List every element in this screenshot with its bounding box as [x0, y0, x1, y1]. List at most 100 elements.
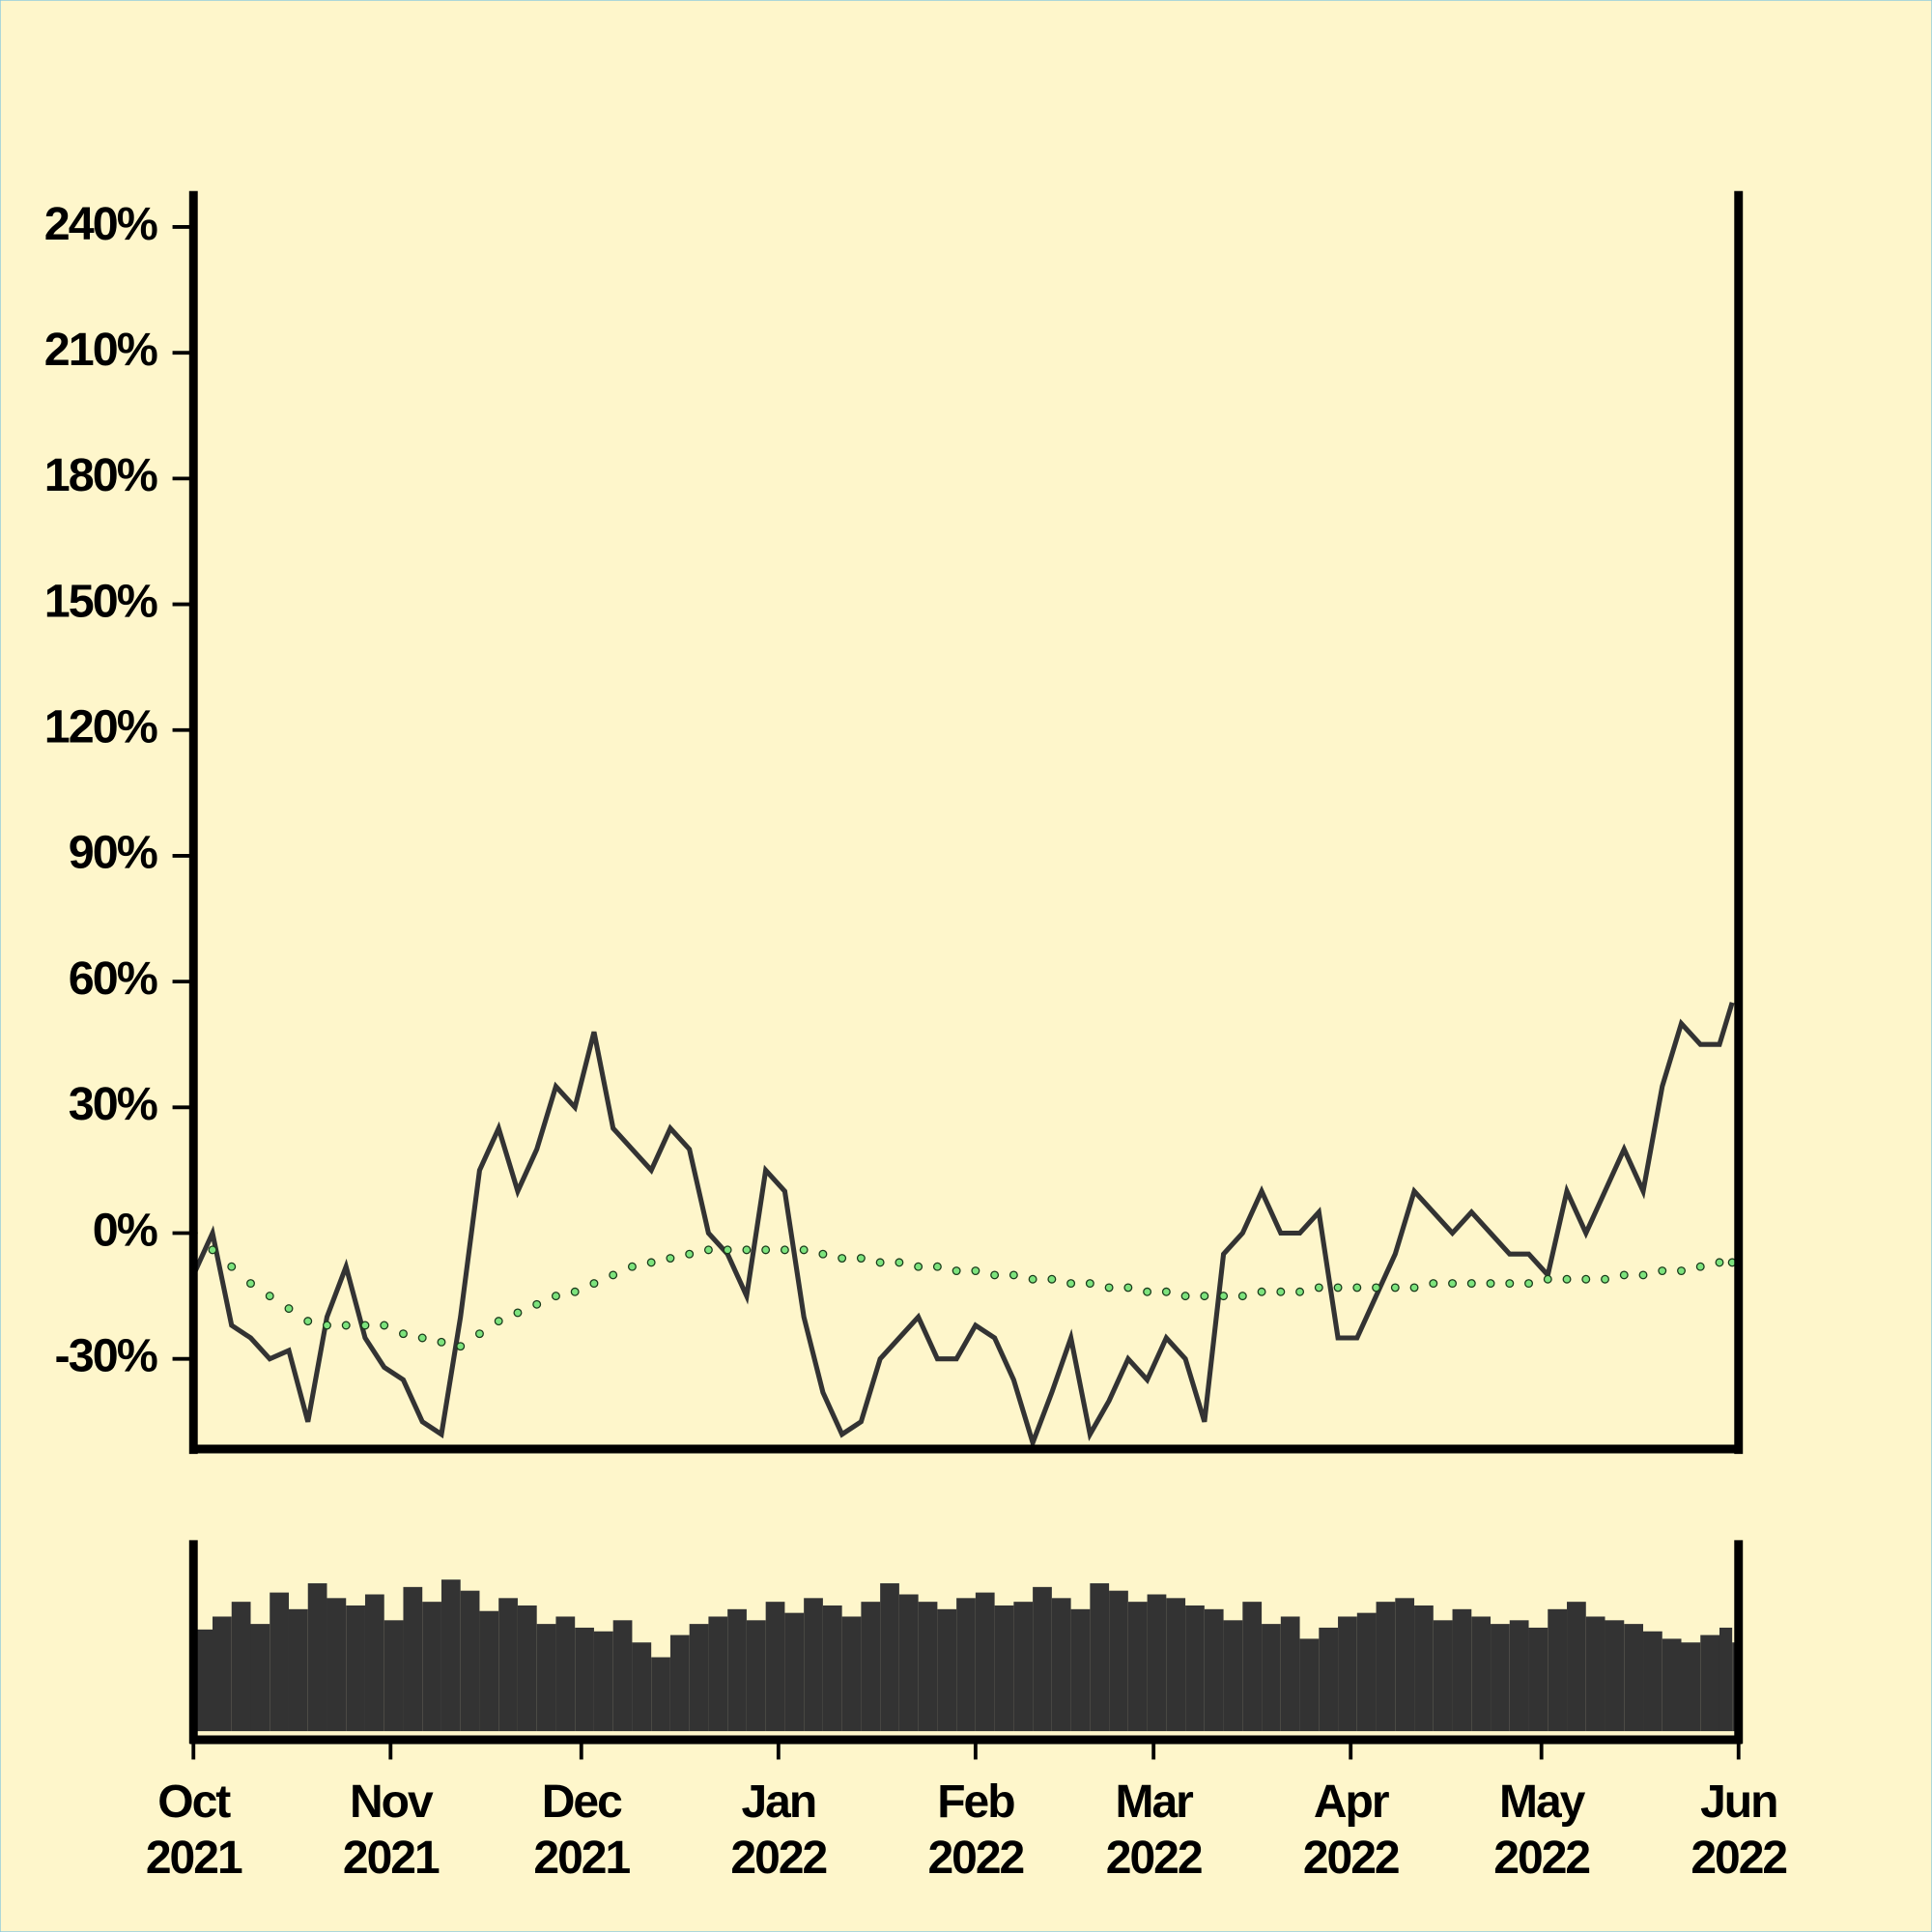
y-tick-label: -30% — [55, 1329, 157, 1381]
volume-bar — [536, 1624, 556, 1732]
x-tick-label: Jun 2022 — [1690, 1776, 1788, 1884]
moving-average-dot — [818, 1249, 828, 1259]
volume-bar — [651, 1657, 670, 1732]
moving-average-dot — [589, 1279, 599, 1289]
moving-average-dot — [1047, 1274, 1057, 1284]
y-tick-label: 150% — [44, 575, 157, 627]
moving-average-dot — [875, 1258, 885, 1267]
moving-average-dot — [208, 1245, 217, 1255]
volume-bar — [460, 1590, 480, 1732]
volume-bar — [1051, 1598, 1071, 1732]
moving-average-dot — [952, 1266, 961, 1276]
volume-bar — [364, 1594, 384, 1732]
moving-average-dot — [1695, 1262, 1705, 1271]
moving-average-dot — [1677, 1266, 1686, 1276]
volume-bar — [784, 1612, 805, 1732]
x-tick-label: Mar 2022 — [1105, 1776, 1204, 1884]
moving-average-dot — [1409, 1283, 1419, 1293]
volume-bar — [956, 1598, 976, 1732]
volume-bar — [1147, 1594, 1167, 1732]
moving-average-dot — [1085, 1279, 1094, 1289]
y-tick-label: 210% — [44, 324, 157, 376]
moving-average-dot — [494, 1317, 503, 1326]
moving-average-dot — [360, 1321, 370, 1330]
moving-average-dot — [380, 1321, 389, 1330]
volume-bar — [1109, 1590, 1128, 1732]
volume-bar — [1356, 1612, 1377, 1732]
volume-bar — [898, 1594, 919, 1732]
x-tick-label: Nov 2021 — [342, 1776, 440, 1884]
volume-bar — [1338, 1616, 1357, 1732]
moving-average-dot — [1390, 1283, 1400, 1293]
moving-average-dot — [323, 1321, 331, 1330]
moving-average-dot — [570, 1287, 580, 1296]
volume-bar — [918, 1602, 938, 1732]
moving-average-dot — [838, 1254, 847, 1264]
volume-bar — [1567, 1602, 1586, 1732]
moving-average-dot — [513, 1308, 523, 1318]
moving-average-dot — [1295, 1287, 1305, 1296]
moving-average-dot — [895, 1258, 904, 1267]
volume-bar — [1299, 1638, 1320, 1732]
moving-average-dot — [227, 1262, 237, 1271]
volume-bar — [193, 1629, 213, 1732]
moving-average-dot — [1715, 1258, 1724, 1267]
moving-average-dot — [990, 1270, 1000, 1280]
volume-bar — [1605, 1620, 1625, 1732]
moving-average-dot — [1200, 1292, 1209, 1301]
volume-bar — [575, 1627, 594, 1732]
volume-bar — [346, 1605, 365, 1732]
volume-bar — [479, 1610, 499, 1732]
volume-bar — [1242, 1602, 1263, 1732]
moving-average-dot — [1123, 1283, 1133, 1293]
volume-bar — [880, 1583, 899, 1732]
x-tick-label: Dec 2021 — [533, 1776, 631, 1884]
volume-bar — [1491, 1624, 1510, 1732]
moving-average-dot — [1448, 1279, 1458, 1289]
moving-average-dot — [1524, 1279, 1533, 1289]
moving-average-dot — [1658, 1266, 1667, 1276]
y-tick-label: 90% — [69, 827, 157, 879]
moving-average-dot — [609, 1270, 618, 1280]
moving-average-dot — [1104, 1283, 1114, 1293]
volume-bar — [270, 1592, 289, 1732]
moving-average-dot — [685, 1249, 695, 1259]
y-tick-label: 180% — [44, 449, 157, 501]
y-tick-label: 120% — [44, 701, 157, 753]
volume-bar — [1433, 1620, 1453, 1732]
moving-average-dot — [284, 1304, 294, 1314]
volume-bar — [708, 1616, 728, 1732]
moving-average-dot — [761, 1245, 771, 1255]
volume-bar — [1090, 1583, 1110, 1732]
moving-average-dot — [627, 1262, 637, 1271]
moving-average-dot — [1619, 1270, 1629, 1280]
volume-bar — [994, 1605, 1014, 1732]
moving-average-dot — [1028, 1274, 1037, 1284]
moving-average-dot — [246, 1279, 255, 1289]
volume-bars — [193, 1579, 1739, 1732]
volume-bar — [841, 1616, 862, 1732]
moving-average-dot — [474, 1329, 484, 1339]
x-tick-label: Apr 2022 — [1302, 1776, 1401, 1884]
volume-bar — [1319, 1627, 1339, 1732]
volume-bar — [403, 1586, 423, 1732]
moving-average-dot — [742, 1245, 752, 1255]
y-tick-label: 60% — [69, 952, 157, 1005]
moving-average-dot — [932, 1262, 942, 1271]
moving-average-dot — [456, 1342, 466, 1351]
volume-bar — [1395, 1598, 1415, 1732]
volume-bar — [1185, 1605, 1205, 1732]
volume-bar — [288, 1608, 308, 1732]
price-line — [193, 1002, 1735, 1449]
volume-bar — [1166, 1598, 1186, 1732]
moving-average-dot — [1219, 1292, 1229, 1301]
moving-average-dot — [1486, 1279, 1495, 1289]
volume-bar — [1471, 1616, 1492, 1732]
volume-bar — [1070, 1608, 1091, 1732]
volume-bar — [1033, 1586, 1052, 1732]
volume-bar — [307, 1583, 327, 1732]
plot-area — [193, 1002, 1737, 1449]
moving-average-dot — [1180, 1292, 1190, 1301]
moving-average-dot — [723, 1245, 732, 1255]
